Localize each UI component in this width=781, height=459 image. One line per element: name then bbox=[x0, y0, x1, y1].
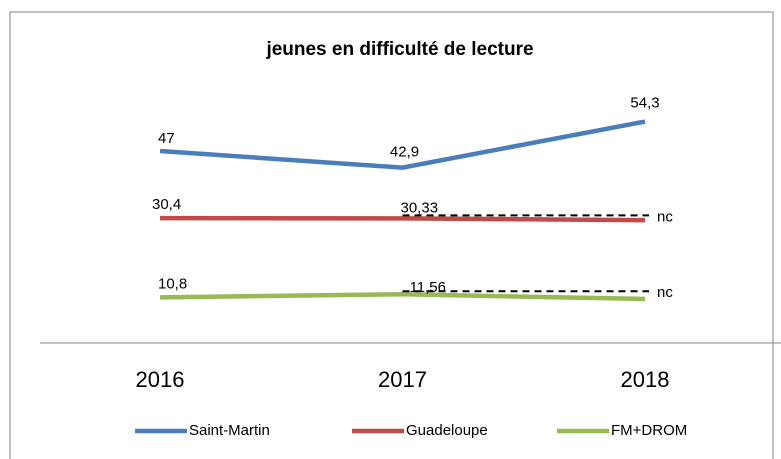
nc-label: nc bbox=[657, 208, 673, 225]
chart-title: jeunes en difficulté de lecture bbox=[265, 39, 533, 60]
chart-frame bbox=[9, 11, 774, 459]
legend-label: Saint-Martin bbox=[189, 422, 270, 439]
legend-label: Guadeloupe bbox=[406, 422, 488, 439]
data-label: 30,33 bbox=[401, 199, 439, 216]
series-line bbox=[159, 119, 646, 170]
nc-label: nc bbox=[657, 284, 673, 301]
series-line bbox=[159, 292, 646, 302]
data-label: 10,8 bbox=[158, 275, 187, 292]
series-line bbox=[159, 215, 646, 223]
x-tick-label: 2017 bbox=[378, 367, 427, 392]
x-tick-label: 2016 bbox=[136, 367, 185, 392]
data-label: 42,9 bbox=[390, 144, 419, 161]
x-tick-label: 2018 bbox=[621, 367, 670, 392]
data-label: 54,3 bbox=[630, 95, 659, 112]
legend-label: FM+DROM bbox=[611, 422, 687, 439]
data-label: 11,56 bbox=[410, 279, 446, 296]
data-label: 30,4 bbox=[152, 196, 181, 213]
data-label: 47 bbox=[158, 130, 175, 147]
